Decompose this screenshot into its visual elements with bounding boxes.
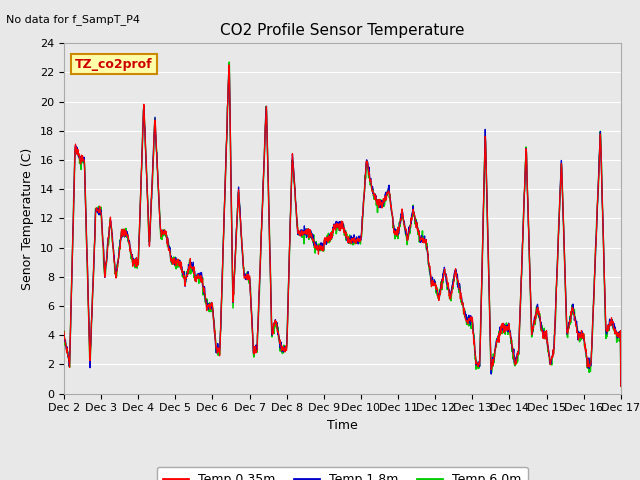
Text: No data for f_SampT_P4: No data for f_SampT_P4 [6, 14, 140, 25]
Title: CO2 Profile Sensor Temperature: CO2 Profile Sensor Temperature [220, 23, 465, 38]
Line: Temp 0.35m: Temp 0.35m [64, 65, 621, 386]
Temp 1.8m [60, 331, 68, 337]
Temp 6.0m [297, 232, 305, 238]
Temp 6.0m [318, 248, 326, 253]
Temp 6.0m [617, 384, 625, 389]
Temp 0.35m [308, 235, 316, 241]
Temp 0.35m [378, 200, 385, 206]
Temp 0.35m [617, 384, 625, 389]
Temp 1.8m [297, 227, 305, 233]
Temp 6.0m [308, 235, 316, 240]
Temp 0.35m [297, 233, 305, 239]
Temp 6.0m [103, 254, 111, 260]
Temp 1.8m [225, 62, 233, 68]
Text: TZ_co2prof: TZ_co2prof [75, 58, 153, 71]
Legend: Temp 0.35m, Temp 1.8m, Temp 6.0m: Temp 0.35m, Temp 1.8m, Temp 6.0m [157, 467, 528, 480]
Temp 0.35m [225, 62, 233, 68]
Temp 1.8m [617, 383, 625, 388]
Temp 0.35m [126, 242, 134, 248]
Temp 1.8m [126, 240, 134, 246]
Temp 1.8m [308, 234, 316, 240]
Temp 1.8m [378, 198, 385, 204]
Y-axis label: Senor Temperature (C): Senor Temperature (C) [22, 147, 35, 289]
Line: Temp 6.0m: Temp 6.0m [64, 62, 621, 386]
Temp 1.8m [103, 251, 111, 256]
Temp 6.0m [60, 328, 68, 334]
Temp 6.0m [225, 59, 233, 65]
Line: Temp 1.8m: Temp 1.8m [64, 65, 621, 385]
Temp 6.0m [378, 200, 385, 205]
X-axis label: Time: Time [327, 419, 358, 432]
Temp 6.0m [126, 244, 134, 250]
Temp 0.35m [318, 247, 326, 252]
Temp 1.8m [318, 244, 326, 250]
Temp 0.35m [60, 329, 68, 335]
Temp 0.35m [103, 250, 111, 256]
